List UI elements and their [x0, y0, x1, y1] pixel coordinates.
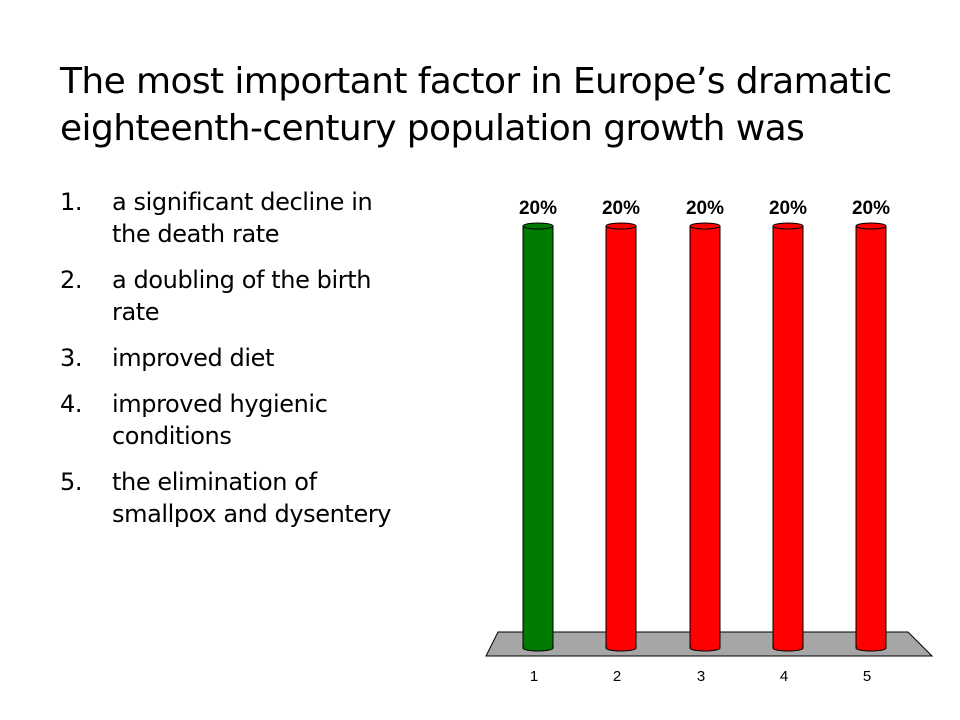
bar-body	[522, 225, 554, 649]
category-label: 3	[697, 668, 705, 685]
slide-title: The most important factor in Europe’s dr…	[60, 58, 920, 152]
bar-body	[605, 225, 637, 649]
option-number: 3.	[60, 344, 83, 372]
option-text-line: improved diet	[112, 344, 275, 372]
title-line-1: The most important factor in Europe’s dr…	[60, 61, 892, 102]
option-number: 2.	[60, 266, 83, 294]
category-label: 5	[863, 668, 871, 685]
labels-group: 20% 1 20% 2 20% 3 20% 4 20% 5	[519, 198, 890, 685]
category-label: 4	[780, 668, 788, 685]
option-text-line: rate	[112, 298, 160, 326]
answer-option-3: 3. improved diet	[60, 342, 480, 374]
bar-base-cover	[524, 644, 552, 648]
answer-options-list: 1. a significant decline in the death ra…	[60, 186, 480, 544]
bar-5	[855, 222, 887, 652]
answer-option-2: 2. a doubling of the birth rate	[60, 264, 480, 328]
bar-2	[605, 222, 637, 652]
option-text-line: a significant decline in	[112, 188, 373, 216]
answer-option-4: 4. improved hygienic conditions	[60, 388, 480, 452]
bar-cap	[522, 222, 554, 230]
option-number: 5.	[60, 468, 83, 496]
option-text-line: smallpox and dysentery	[112, 500, 392, 528]
title-line-2: eighteenth-century population growth was	[60, 108, 805, 149]
bar-cap	[605, 222, 637, 230]
bar-base-cover	[607, 644, 635, 648]
bar-body	[772, 225, 804, 649]
value-label: 20%	[519, 198, 557, 219]
bar-body	[689, 225, 721, 649]
answer-option-1: 1. a significant decline in the death ra…	[60, 186, 480, 250]
bar-1	[522, 222, 554, 652]
bar-base-cover	[774, 644, 802, 648]
option-number: 4.	[60, 390, 83, 418]
option-number: 1.	[60, 188, 83, 216]
option-text-line: improved hygienic	[112, 390, 328, 418]
option-text-line: conditions	[112, 422, 232, 450]
category-label: 2	[613, 668, 621, 685]
bar-4	[772, 222, 804, 652]
bar-3	[689, 222, 721, 652]
answer-option-5: 5. the elimination of smallpox and dysen…	[60, 466, 480, 530]
option-text-line: the death rate	[112, 220, 280, 248]
bar-base-cover	[857, 644, 885, 648]
value-label: 20%	[602, 198, 640, 219]
value-label: 20%	[686, 198, 724, 219]
option-text-line: the elimination of	[112, 468, 317, 496]
bar-cap	[772, 222, 804, 230]
category-label: 1	[530, 668, 538, 685]
value-label: 20%	[769, 198, 807, 219]
bar-cap	[689, 222, 721, 230]
bar-body	[855, 225, 887, 649]
bars-group	[522, 222, 887, 652]
bar-cap	[855, 222, 887, 230]
bar-base-cover	[691, 644, 719, 648]
option-text-line: a doubling of the birth	[112, 266, 372, 294]
value-label: 20%	[852, 198, 890, 219]
